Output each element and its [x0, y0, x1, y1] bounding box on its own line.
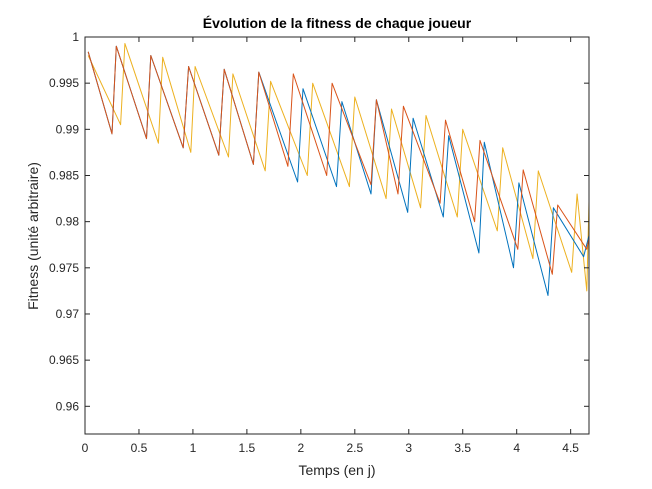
ticks-layer: 0 0.5 1 1.5 2 2.5 3 3.5 4 4.5 0.96 0.965 0.97 0.975 0.…	[49, 30, 589, 455]
y-axis-label: Fitness (unité arbitraire)	[25, 162, 41, 310]
series-line-3	[87, 43, 590, 292]
x-tick-label: 1	[190, 441, 197, 455]
axes-layer	[84, 36, 590, 435]
chart-title: Évolution de la fitness de chaque joueur	[203, 15, 472, 31]
x-axis-label: Temps (en j)	[298, 462, 375, 478]
y-tick-label: 0.995	[49, 76, 79, 90]
y-tick-label: 0.96	[56, 399, 80, 413]
axes-box	[84, 36, 590, 435]
y-tick-label: 0.985	[49, 168, 79, 182]
x-tick-label: 2	[298, 441, 305, 455]
x-tick-label: 1.5	[239, 441, 256, 455]
x-tick-label: 3	[405, 441, 412, 455]
x-tick-label: 0	[82, 441, 89, 455]
x-tick-label: 4	[513, 441, 520, 455]
y-tick-label: 1	[72, 30, 79, 44]
plot-area	[85, 37, 589, 434]
y-tick-label: 0.97	[56, 307, 80, 321]
x-tick-label: 2.5	[346, 441, 363, 455]
y-tick-label: 0.965	[49, 353, 79, 367]
x-tick-label: 0.5	[131, 441, 148, 455]
series-layer	[87, 43, 590, 296]
x-tick-label: 3.5	[454, 441, 471, 455]
y-tick-label: 0.975	[49, 261, 79, 275]
y-tick-label: 0.99	[56, 122, 80, 136]
series-line-2	[87, 45, 590, 275]
x-tick-label: 4.5	[562, 441, 579, 455]
y-tick-label: 0.98	[56, 215, 80, 229]
